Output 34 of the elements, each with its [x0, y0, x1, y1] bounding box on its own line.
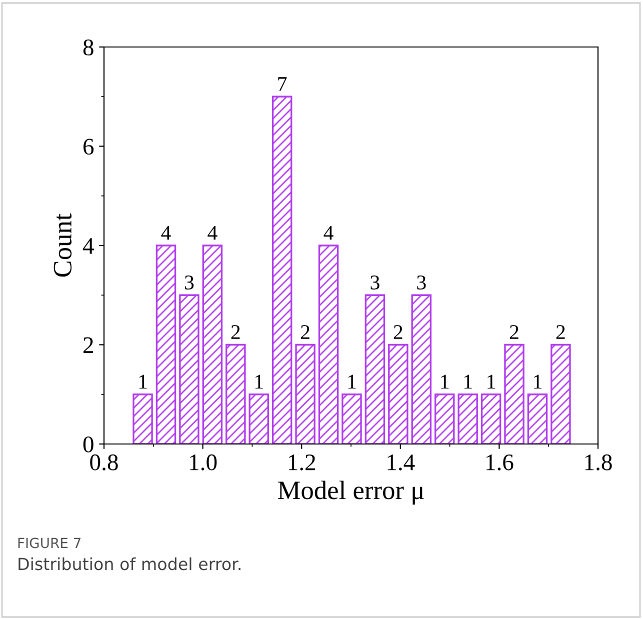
data-label: 4: [208, 226, 218, 240]
caption: FIGURE 7: [18, 538, 81, 548]
data-label: 2: [556, 325, 565, 339]
data-label: 3: [370, 276, 380, 290]
x-tick-label: 1.6: [486, 454, 514, 470]
y-tick-label: 0: [83, 436, 94, 452]
y-tick-label: 8: [83, 39, 94, 56]
y-tick-label: 4: [82, 238, 94, 254]
data-label: 4: [324, 226, 334, 240]
data-label: 2: [231, 325, 240, 339]
data-label: 1: [255, 374, 263, 389]
y-tick-label: 6: [83, 138, 94, 155]
x-tick-label: 1.2: [288, 454, 316, 470]
data-label: 1: [139, 374, 147, 389]
data-label: 1: [464, 374, 472, 389]
x-tick-label: 1.0: [190, 454, 217, 470]
data-label: 3: [185, 276, 194, 290]
data-label: 1: [534, 374, 542, 389]
data-label: 1: [488, 374, 496, 389]
data-label: 4: [161, 226, 171, 240]
y-tick-label: 2: [84, 337, 93, 353]
data-label: 7: [278, 77, 287, 91]
data-label: 2: [301, 325, 310, 339]
text: Distribution of model error.: [18, 557, 240, 570]
data-label: 2: [510, 325, 518, 339]
data-label: 3: [417, 276, 426, 290]
x-axis-title: Model error μ: [278, 480, 424, 505]
x-tick-label: 0.8: [90, 454, 118, 470]
y-axis-title: Count: [54, 213, 72, 277]
data-label: 1: [441, 374, 449, 389]
data-label: 1: [348, 374, 356, 389]
x-tick-label: 1.8: [585, 454, 612, 470]
data-label: 2: [394, 325, 402, 339]
x-tick-label: 1.4: [388, 454, 415, 470]
